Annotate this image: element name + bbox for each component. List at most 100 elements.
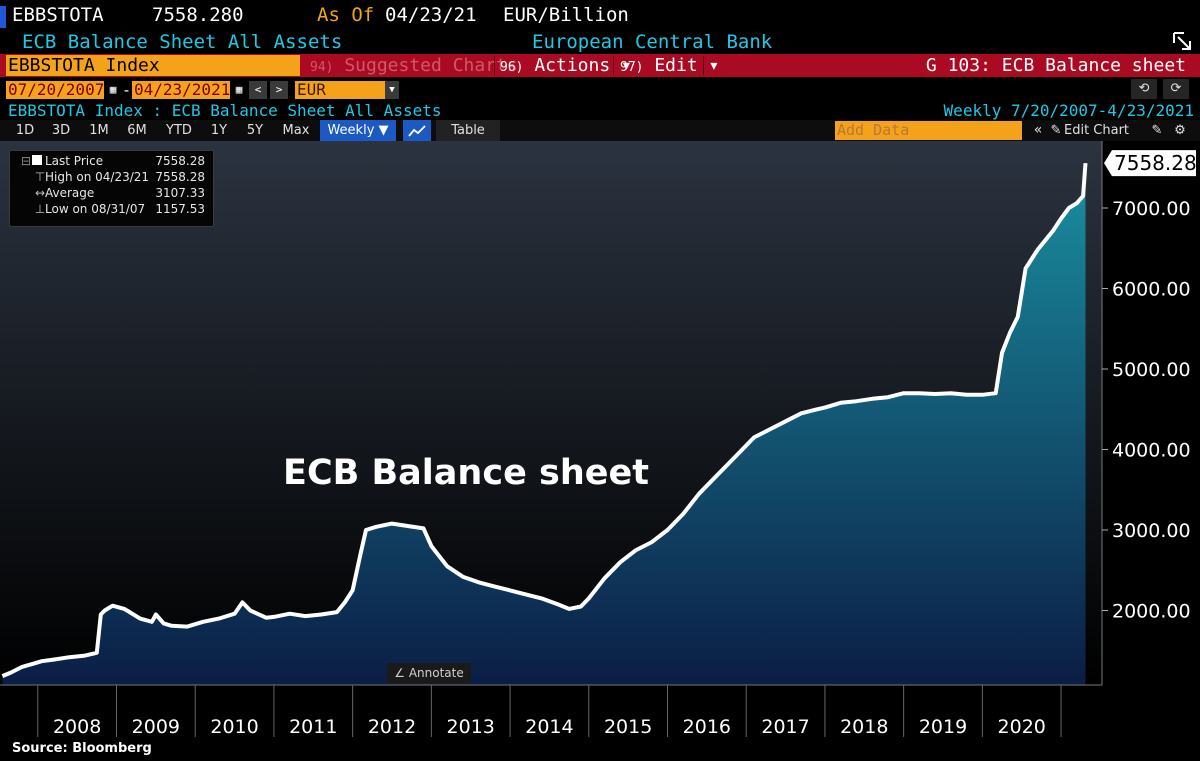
collapse-icon[interactable]: « bbox=[1033, 122, 1043, 138]
series-line bbox=[1, 162, 1088, 678]
menu-bar: EBBSTOTA Index 94) Suggested Charts 96) … bbox=[0, 54, 1200, 77]
chart-area: 2000.00 3000.00 4000.00 5000.00 6000.00 7000.… bbox=[0, 141, 1197, 738]
period-ytd[interactable]: YTD bbox=[166, 123, 192, 138]
period-max[interactable]: Max bbox=[282, 123, 310, 138]
end-date-field[interactable]: 04/23/2021 bbox=[132, 80, 231, 99]
ticker-marker bbox=[0, 6, 6, 28]
legend-low: Low on 08/31/07 1157.53 bbox=[45, 202, 210, 218]
x-tick-label: 2014 bbox=[525, 716, 573, 738]
legend-label: Last Price bbox=[45, 154, 104, 168]
period-5y[interactable]: 5Y bbox=[246, 123, 264, 138]
x-tick-label: 2018 bbox=[840, 716, 888, 738]
last-value-text: 7558.28 bbox=[1114, 151, 1197, 175]
edit-chart-button[interactable]: Edit Chart bbox=[1064, 123, 1130, 138]
chart-title: ECB Balance sheet bbox=[283, 453, 649, 493]
annotate-pencil-icon: ∠ bbox=[394, 666, 409, 680]
menu-separator bbox=[703, 56, 704, 75]
menu-separator bbox=[613, 56, 614, 75]
header-ticker: EBBSTOTA bbox=[12, 4, 104, 26]
currency-dropdown-icon[interactable]: ▼ bbox=[385, 81, 399, 99]
line-chart-icon[interactable] bbox=[403, 120, 431, 141]
gear-small-icon: ✎ bbox=[1050, 123, 1062, 138]
currency-select[interactable]: EUR bbox=[295, 81, 385, 99]
high-marker-icon: ⊤ bbox=[34, 170, 46, 184]
start-calendar-icon[interactable]: ▦ bbox=[106, 81, 120, 99]
legend-high: High on 04/23/21 7558.28 bbox=[45, 170, 210, 186]
x-tick-label: 2017 bbox=[761, 716, 809, 738]
chart-subtitle: EBBSTOTA Index : ECB Balance Sheet All A… bbox=[8, 101, 442, 120]
header-source-name: European Central Bank bbox=[532, 31, 773, 53]
redo-icon[interactable]: ⟳ bbox=[1163, 79, 1189, 99]
period-3d[interactable]: 3D bbox=[51, 123, 71, 138]
settings-gear-icon[interactable]: ⚙ bbox=[1174, 123, 1186, 138]
edit-menu[interactable]: 97) Edit ▾ bbox=[620, 54, 719, 77]
end-calendar-icon[interactable]: ▦ bbox=[232, 81, 246, 99]
date-range-bar: 07/20/2007 ▦ - 04/23/2021 ▦ < > EUR ▼ bbox=[0, 80, 1200, 100]
legend-last-price-swatch bbox=[32, 155, 42, 165]
x-tick-label: 2009 bbox=[132, 716, 180, 738]
header-as-of-label: As Of bbox=[317, 4, 375, 26]
y-tick-label: 3000.00 bbox=[1112, 520, 1191, 542]
y-tick-label: 4000.00 bbox=[1112, 440, 1191, 462]
period-1y[interactable]: 1Y bbox=[210, 123, 228, 138]
suggested-charts-menu[interactable]: 94) Suggested Charts bbox=[310, 54, 518, 77]
legend-average: Average 3107.33 bbox=[45, 186, 210, 202]
source-note: Source: Bloomberg bbox=[12, 741, 152, 756]
chart-toolbar: 1D 3D 1M 6M YTD 1Y 5Y Max Weekly ▼ Table… bbox=[0, 120, 1200, 141]
x-tick-label: 2020 bbox=[998, 716, 1046, 738]
suggested-charts-label: Suggested Charts bbox=[344, 55, 518, 76]
x-tick-label: 2016 bbox=[683, 716, 731, 738]
legend-last-price: Last Price 7558.28 bbox=[45, 154, 210, 170]
security-field[interactable]: EBBSTOTA Index bbox=[6, 55, 300, 76]
legend-label: Low on 08/31/07 bbox=[45, 202, 146, 216]
x-tick-label: 2008 bbox=[53, 716, 101, 738]
chart-period: Weekly 7/20/2007-4/23/2021 bbox=[943, 101, 1194, 120]
menu-separator bbox=[494, 56, 495, 75]
next-period-button[interactable]: > bbox=[270, 81, 288, 99]
actions-menu[interactable]: 96) Actions ▾ bbox=[500, 54, 632, 77]
x-tick-label: 2012 bbox=[368, 716, 416, 738]
edit-label: Edit ▾ bbox=[654, 55, 720, 76]
actions-label: Actions ▾ bbox=[534, 55, 632, 76]
edit-num: 97) bbox=[620, 60, 644, 75]
legend-label: Average bbox=[45, 186, 95, 200]
x-tick-label: 2011 bbox=[289, 716, 337, 738]
x-tick-label: 2013 bbox=[447, 716, 495, 738]
legend-value: 7558.28 bbox=[155, 154, 205, 168]
period-6m[interactable]: 6M bbox=[127, 123, 147, 138]
legend-value: 1157.53 bbox=[155, 202, 205, 216]
add-data-field[interactable]: Add Data bbox=[835, 121, 1022, 140]
chart-id: G 103: ECB Balance sheet bbox=[925, 55, 1186, 76]
legend-label: High on 04/23/21 bbox=[45, 170, 150, 184]
last-value-label: 7558.28 bbox=[1104, 150, 1197, 177]
range-dash: - bbox=[122, 81, 132, 99]
header-units: EUR/Billion bbox=[503, 4, 629, 26]
frequency-select[interactable]: Weekly ▼ bbox=[320, 120, 396, 141]
popout-icon[interactable] bbox=[1172, 31, 1194, 53]
suggested-charts-num: 94) bbox=[310, 60, 334, 75]
header-value: 7558.280 bbox=[152, 4, 244, 26]
annotate-label: Annotate bbox=[408, 666, 464, 680]
undo-icon[interactable]: ⟲ bbox=[1131, 79, 1157, 99]
series-area bbox=[2, 163, 1086, 686]
x-tick-label: 2019 bbox=[919, 716, 967, 738]
legend-collapse-icon[interactable]: ⊟ bbox=[20, 154, 32, 168]
prev-period-button[interactable]: < bbox=[249, 81, 267, 99]
period-1m[interactable]: 1M bbox=[89, 123, 109, 138]
table-button[interactable]: Table bbox=[436, 120, 500, 141]
header-as-of-date: 04/23/21 bbox=[385, 4, 477, 26]
start-date-field[interactable]: 07/20/2007 bbox=[6, 80, 105, 99]
edit-pencil-icon[interactable]: ✎ bbox=[1151, 123, 1163, 138]
low-marker-icon: ⊥ bbox=[34, 202, 46, 216]
y-tick-label: 5000.00 bbox=[1112, 359, 1191, 381]
header-name: ECB Balance Sheet All Assets bbox=[22, 31, 343, 53]
y-tick-label: 7000.00 bbox=[1112, 198, 1191, 220]
x-tick-label: 2015 bbox=[604, 716, 652, 738]
period-1d[interactable]: 1D bbox=[15, 123, 35, 138]
average-marker-icon: ↔ bbox=[34, 186, 46, 200]
annotate-button[interactable]: ∠ Annotate bbox=[387, 663, 471, 684]
legend-value: 7558.28 bbox=[155, 170, 205, 184]
y-tick-label: 2000.00 bbox=[1112, 601, 1191, 623]
actions-num: 96) bbox=[500, 60, 524, 75]
legend: ⊟ Last Price 7558.28 ⊤ High on 04/23/21 75… bbox=[9, 150, 214, 227]
